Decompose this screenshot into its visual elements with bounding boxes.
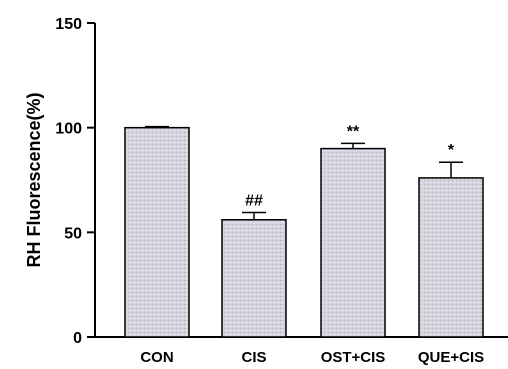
ticks-layer: 0 50 100 150 [55, 16, 95, 347]
bar-cis [221, 219, 287, 338]
x-tick-label: CIS [241, 349, 266, 366]
x-tick-label: OST+CIS [321, 349, 386, 366]
y-axis-label: RH Fluorescence(%) [24, 92, 44, 267]
bars-layer [124, 126, 484, 338]
errors-layer [145, 125, 463, 220]
y-tick-label: 0 [73, 330, 82, 347]
x-tick-label: CON [140, 349, 173, 366]
bar-con [124, 126, 190, 338]
x-tick-label: QUE+CIS [418, 349, 484, 366]
y-tick-label: 150 [55, 16, 82, 33]
labels-layer: CON ## CIS ** OST+CIS * QUE+CIS [140, 123, 484, 366]
y-tick-label: 50 [64, 225, 82, 242]
y-tick-label: 100 [55, 121, 82, 138]
bar-ost-cis [320, 147, 386, 338]
significance-label: * [448, 142, 455, 159]
significance-label: ** [347, 123, 360, 140]
bar-que-cis [418, 177, 484, 338]
significance-label: ## [245, 192, 263, 209]
